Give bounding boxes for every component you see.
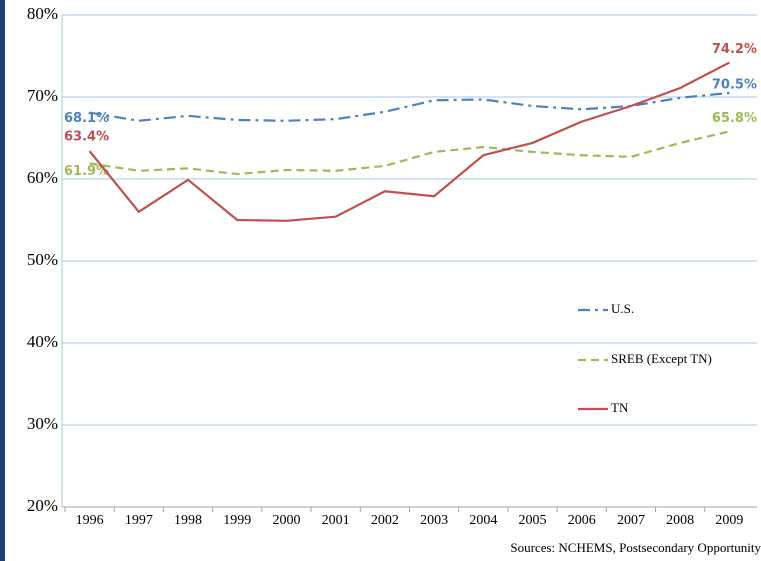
- legend-label: TN: [611, 400, 629, 415]
- x-tick-label: 1998: [174, 513, 202, 528]
- source-note: Sources: NCHEMS, Postsecondary Opportuni…: [510, 540, 761, 555]
- x-tick-label: 2004: [469, 513, 497, 528]
- x-tick-label: 2002: [371, 513, 399, 528]
- x-tick-label: 1999: [223, 513, 251, 528]
- x-tick-label: 2005: [519, 513, 547, 528]
- series-line: [89, 91, 730, 122]
- value-label: 74.2%: [712, 42, 757, 57]
- value-label: 65.8%: [712, 111, 757, 126]
- y-tick-label: 40%: [27, 332, 58, 351]
- x-tick-label: 2003: [420, 513, 448, 528]
- left-border: [0, 0, 5, 561]
- x-tick-label: 2000: [272, 513, 300, 528]
- y-tick-label: 30%: [27, 414, 58, 433]
- y-tick-label: 20%: [27, 496, 58, 515]
- legend-label: U.S.: [611, 301, 634, 316]
- x-tick-label: 2008: [666, 513, 694, 528]
- value-label: 70.5%: [712, 77, 757, 92]
- x-tick-label: 2001: [322, 513, 350, 528]
- x-tick-label: 1997: [125, 513, 153, 528]
- legend-label: SREB (Except TN): [611, 351, 712, 366]
- y-tick-label: 70%: [27, 86, 58, 105]
- value-label: 61.9%: [64, 164, 109, 179]
- y-tick-label: 80%: [27, 4, 58, 23]
- value-label: 63.4%: [64, 130, 109, 145]
- x-tick-label: 2007: [617, 513, 645, 528]
- x-tick-label: 1996: [76, 513, 104, 528]
- y-tick-label: 50%: [27, 250, 58, 269]
- series-line: [89, 130, 730, 176]
- series-line: [88, 61, 730, 222]
- x-tick-label: 2006: [568, 513, 596, 528]
- x-tick-label: 2009: [715, 513, 743, 528]
- value-label: 68.1%: [64, 111, 109, 126]
- y-tick-label: 60%: [27, 168, 58, 187]
